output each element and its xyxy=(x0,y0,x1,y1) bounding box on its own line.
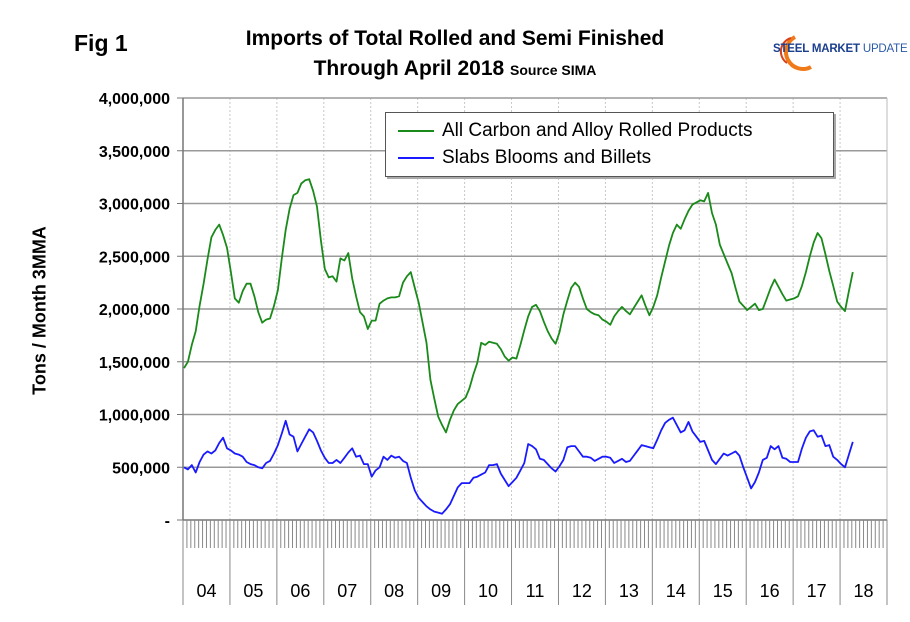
y-tick-label: 3,000,000 xyxy=(99,197,170,214)
figure-label: Fig 1 xyxy=(74,30,128,56)
x-tick-label: 04 xyxy=(196,581,216,601)
x-tick-label: 12 xyxy=(572,581,592,601)
legend-item-slabs: Slabs Blooms and Billets xyxy=(398,146,651,170)
x-tick-label: 08 xyxy=(384,581,404,601)
y-tick-label: 1,000,000 xyxy=(99,408,170,425)
series-line-slabs-blooms-billets xyxy=(183,416,854,515)
x-tick-label: 10 xyxy=(478,581,498,601)
legend-item-rolled: All Carbon and Alloy Rolled Products xyxy=(398,119,753,143)
legend-label-rolled: All Carbon and Alloy Rolled Products xyxy=(442,120,753,141)
y-tick-label: - xyxy=(165,513,170,530)
x-tick-label: 17 xyxy=(807,581,827,601)
x-tick-label: 05 xyxy=(243,581,263,601)
y-tick-label: 2,000,000 xyxy=(99,302,170,319)
x-tick-label: 07 xyxy=(337,581,357,601)
x-tick-label: 18 xyxy=(854,581,874,601)
y-tick-label: 4,000,000 xyxy=(99,91,170,108)
series-line-rolled-products xyxy=(183,178,854,434)
legend-swatch-rolled xyxy=(398,130,434,132)
legend-label-slabs: Slabs Blooms and Billets xyxy=(442,147,652,168)
x-tick-label: 09 xyxy=(431,581,451,601)
legend-swatch-slabs xyxy=(398,157,434,159)
y-tick-label: 3,500,000 xyxy=(99,144,170,161)
chart-subtitle-text: Through April 2018 xyxy=(313,57,505,80)
chart-subtitle: Through April 2018 Source SIMA xyxy=(160,57,750,81)
x-tick-label: 15 xyxy=(713,581,733,601)
source-note: Source SIMA xyxy=(510,62,597,78)
x-tick-label: 11 xyxy=(526,581,545,601)
steel-market-update-logo: STEEL MARKET UPDATE xyxy=(765,33,908,73)
x-tick-label: 06 xyxy=(290,581,310,601)
y-tick-label: 2,500,000 xyxy=(99,249,170,266)
x-tick-label: 14 xyxy=(666,581,686,601)
legend: All Carbon and Alloy Rolled Products Sla… xyxy=(385,112,834,177)
chart-title: Imports of Total Rolled and Semi Finishe… xyxy=(245,27,665,50)
y-tick-label: 500,000 xyxy=(112,460,170,477)
x-tick-label: 13 xyxy=(619,581,639,601)
y-tick-label: 1,500,000 xyxy=(99,355,170,372)
logo-arc-icon xyxy=(779,35,812,71)
x-tick-label: 16 xyxy=(760,581,780,601)
